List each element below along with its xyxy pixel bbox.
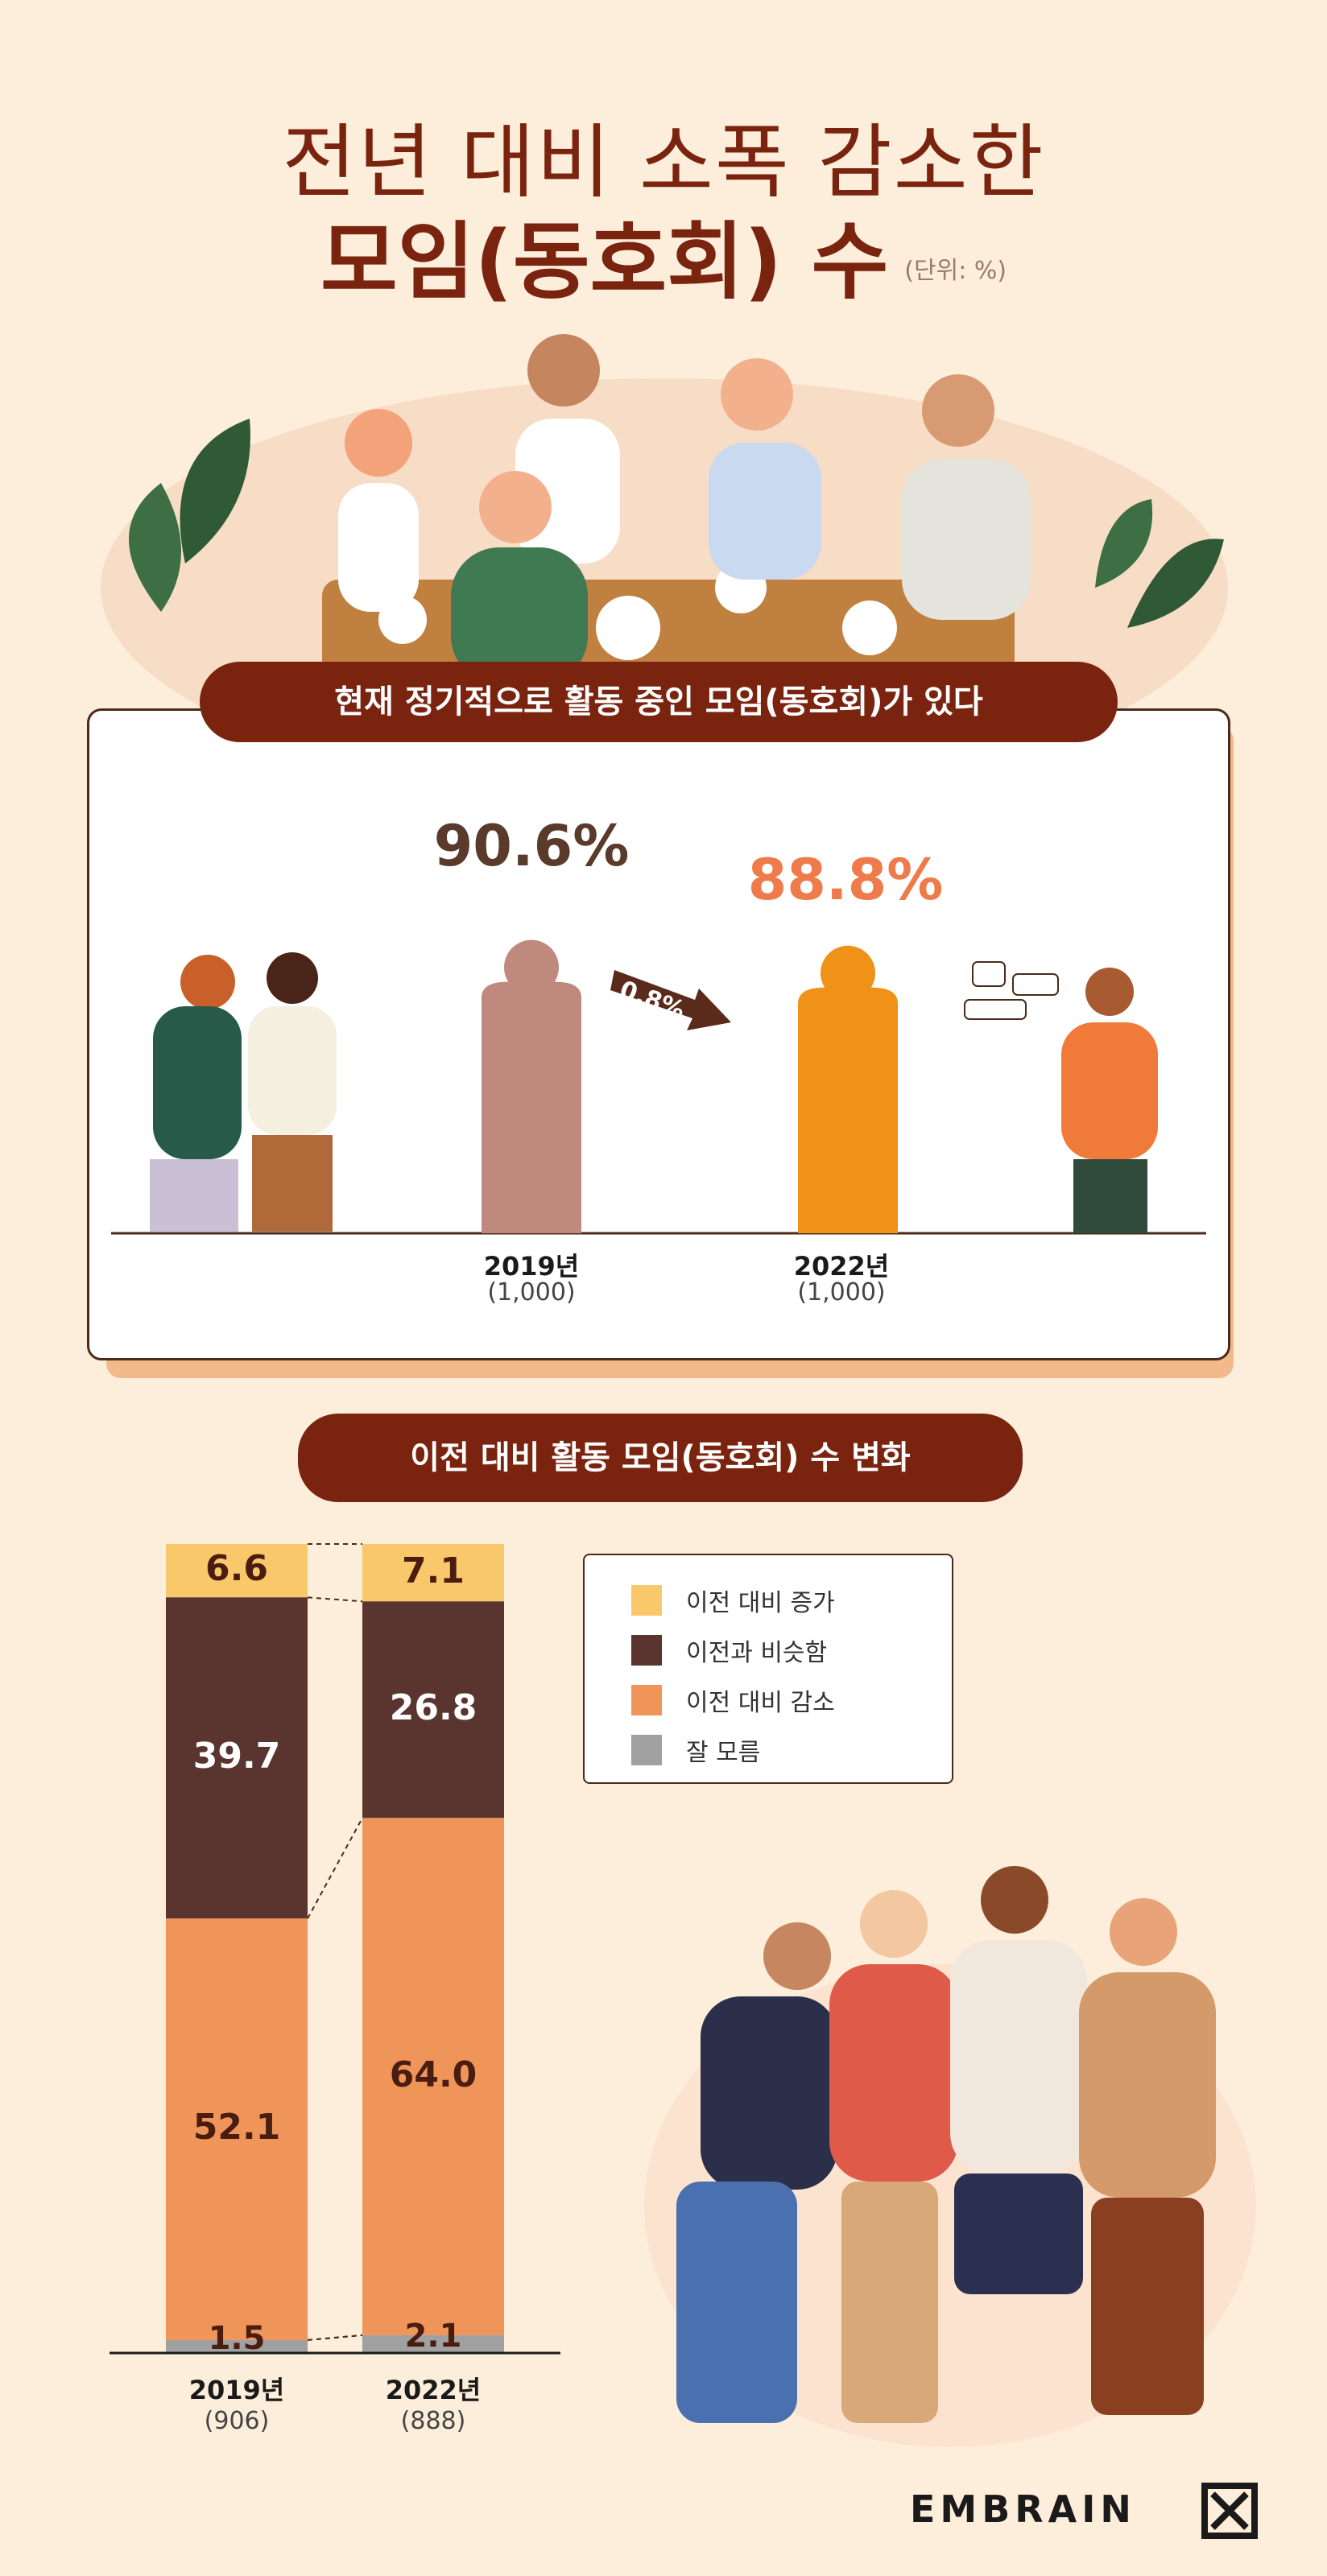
stacked-chart — [110, 1543, 560, 2355]
pill-regular-activity: 현재 정기적으로 활동 중인 모임(동호회)가 있다 — [200, 662, 1118, 742]
legend: 이전 대비 증가 이전과 비슷함 이전 대비 감소 잘 모름 — [583, 1554, 953, 1784]
legend-label-increase: 이전 대비 증가 — [686, 1589, 835, 1617]
n-label-2019: (1,000) — [487, 1278, 576, 1307]
title-line1: 전년 대비 소폭 감소한 — [282, 115, 1045, 209]
legend-item-decrease: 이전 대비 감소 — [631, 1682, 835, 1718]
legend-swatch-similar — [631, 1635, 662, 1666]
chart-regular-activity — [111, 939, 1206, 1235]
bar-2022 — [798, 945, 898, 1233]
segment-label-increase-2019: 6.6 — [205, 1548, 268, 1590]
change-arrow-icon — [610, 970, 731, 1030]
value-label-2019: 90.6% — [433, 813, 630, 879]
segment-similar-2022 — [362, 1601, 504, 1818]
stack-n-2022: (888) — [400, 2407, 466, 2435]
legend-swatch-increase — [631, 1585, 662, 1616]
friends-illustration — [644, 1866, 1256, 2447]
legend-swatch-unknown — [631, 1735, 662, 1765]
legend-swatch-decrease — [631, 1685, 662, 1715]
legend-item-similar: 이전과 비슷함 — [631, 1633, 827, 1668]
bar-2019 — [482, 939, 581, 1233]
unit-note: (단위: %) — [904, 256, 1007, 285]
segment-increase-2022 — [362, 1544, 504, 1602]
segment-label-decrease-2022: 64.0 — [389, 2054, 477, 2095]
pill-change: 이전 대비 활동 모임(동호회) 수 변화 — [298, 1414, 1023, 1502]
couple-illustration — [150, 952, 337, 1232]
legend-label-decrease: 이전 대비 감소 — [686, 1689, 835, 1717]
connector-line — [307, 1817, 363, 1919]
segment-label-similar-2022: 26.8 — [389, 1686, 477, 1728]
segment-decrease-2022 — [362, 1818, 504, 2335]
brand-logo-icon — [1201, 2483, 1258, 2539]
title-line2: 모임(동호회) 수 (단위: %) — [0, 193, 1327, 315]
segment-similar-2019 — [166, 1597, 308, 1919]
segment-label-increase-2022: 7.1 — [402, 1550, 465, 1591]
stack-year-2022: 2022년 — [385, 2375, 482, 2405]
legend-label-unknown: 잘 모름 — [686, 1739, 761, 1767]
connector-line — [307, 1596, 363, 1603]
legend-item-unknown: 잘 모름 — [631, 1732, 760, 1768]
n-label-2022: (1,000) — [797, 1278, 886, 1307]
year-label-2019: 2019년 — [483, 1251, 580, 1282]
year-label-2022: 2022년 — [793, 1251, 890, 1282]
legend-label-similar: 이전과 비슷함 — [686, 1639, 828, 1667]
brand-logo-text: EMBRAIN — [910, 2487, 1136, 2531]
title-main: 모임(동호회) 수 — [320, 213, 889, 311]
dinner-party-illustration — [101, 334, 1228, 741]
phone-person-illustration — [964, 961, 1158, 1233]
segment-label-decrease-2019: 52.1 — [192, 2107, 281, 2149]
segment-unknown-2019 — [166, 2339, 308, 2352]
stack-year-2019: 2019년 — [188, 2375, 285, 2405]
segment-unknown-2022 — [362, 2334, 504, 2352]
segment-label-unknown-2019: 1.5 — [208, 2320, 266, 2358]
connector-line — [307, 2334, 363, 2341]
legend-item-increase: 이전 대비 증가 — [631, 1583, 835, 1618]
segment-label-unknown-2022: 2.1 — [404, 2318, 462, 2355]
segment-decrease-2019 — [166, 1918, 308, 2340]
value-label-2022: 88.8% — [747, 847, 944, 913]
segment-label-similar-2019: 39.7 — [192, 1735, 281, 1777]
segment-increase-2019 — [166, 1544, 308, 1598]
stack-n-2019: (906) — [204, 2407, 270, 2435]
